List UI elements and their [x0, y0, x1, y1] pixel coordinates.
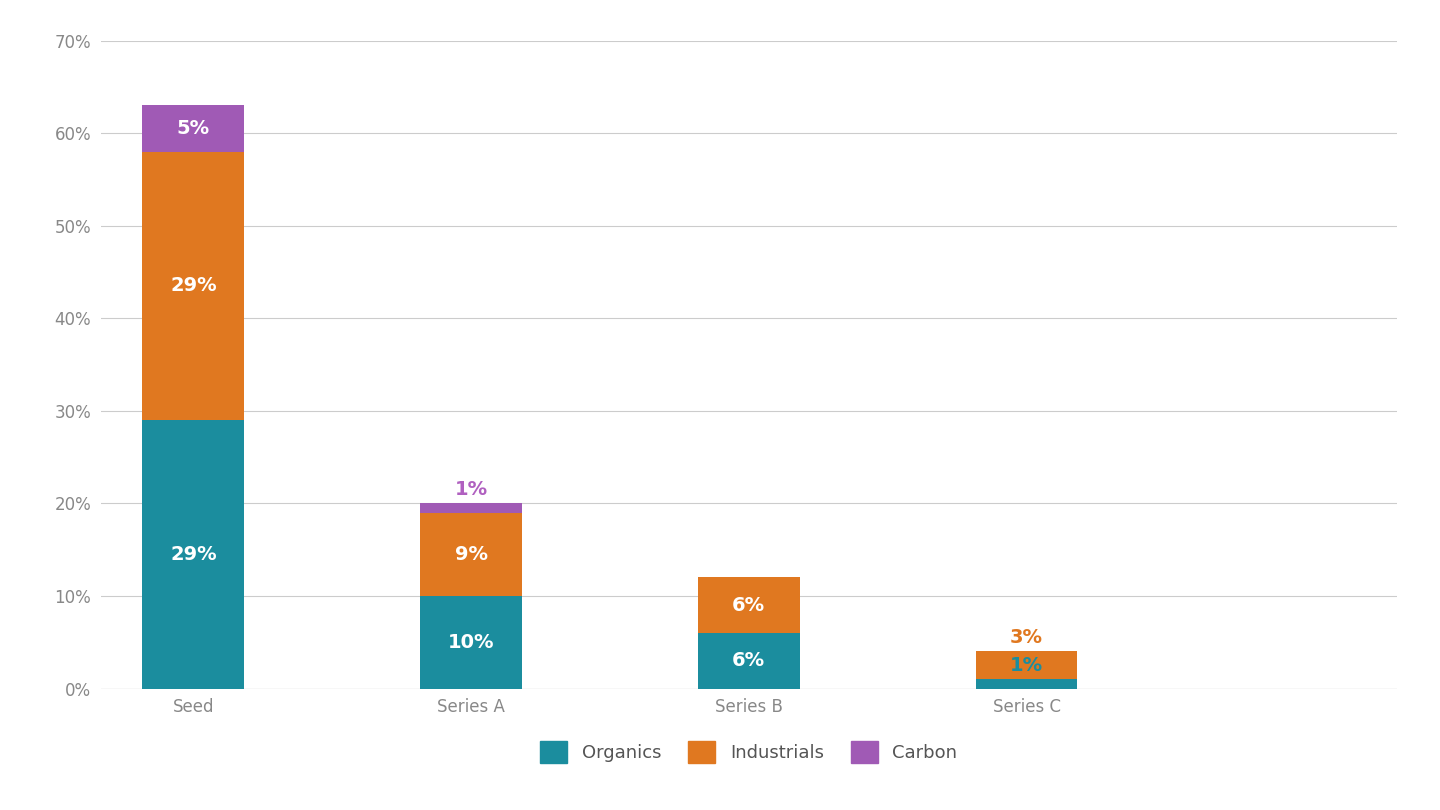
Bar [420, 503, 521, 513]
Text: 6%: 6% [732, 595, 766, 615]
Bar [698, 633, 799, 688]
Bar [420, 596, 521, 688]
Bar [976, 651, 1077, 680]
Legend: Organics, Industrials, Carbon: Organics, Industrials, Carbon [533, 734, 965, 770]
Bar [698, 578, 799, 633]
Text: 10%: 10% [448, 633, 494, 652]
Text: 29%: 29% [170, 545, 216, 564]
Bar [976, 680, 1077, 688]
Bar [143, 420, 245, 688]
Text: 5%: 5% [177, 119, 210, 138]
Text: 6%: 6% [732, 651, 766, 670]
Bar [143, 105, 245, 151]
Text: 1%: 1% [1009, 655, 1043, 675]
Text: 1%: 1% [455, 480, 488, 499]
Text: 3%: 3% [1009, 628, 1043, 647]
Bar [420, 513, 521, 596]
Bar [143, 151, 245, 420]
Text: 29%: 29% [170, 276, 216, 296]
Text: 9%: 9% [455, 545, 488, 564]
